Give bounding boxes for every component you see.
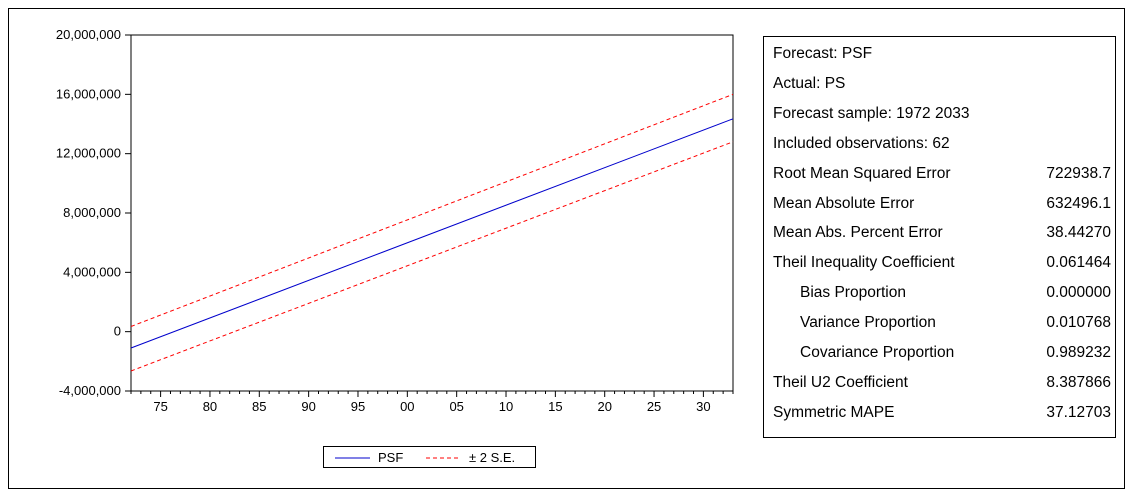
stat-label: Forecast sample: 1972 2033 bbox=[773, 104, 970, 122]
stat-label: Mean Abs. Percent Error bbox=[773, 224, 943, 242]
y-tick-label-4: 4,000,000 bbox=[63, 264, 121, 279]
stat-row: Theil U2 Coefficient 8.387866 bbox=[764, 368, 1117, 398]
y-tick-label-2: 12,000,000 bbox=[56, 146, 121, 161]
forecast-statistics-panel: Forecast: PSF Actual: PS Forecast sample: … bbox=[763, 36, 1116, 438]
stat-value: 0.989232 bbox=[1046, 344, 1111, 361]
stat-row: Forecast sample: 1972 2033 bbox=[764, 99, 1117, 129]
stat-label: Theil Inequality Coefficient bbox=[773, 254, 955, 272]
stat-value: 0.010768 bbox=[1046, 314, 1111, 332]
y-tick-label-3: 8,000,000 bbox=[63, 205, 121, 220]
stat-row: Variance Proportion 0.010768 bbox=[764, 308, 1117, 338]
stat-label: Actual: PS bbox=[773, 74, 846, 92]
series-layer bbox=[130, 93, 734, 372]
x-tick-label-0: 75 bbox=[153, 399, 167, 414]
y-tick-label-5: 0 bbox=[114, 324, 121, 339]
stat-row: Included observations: 62 bbox=[764, 129, 1117, 159]
plot-area bbox=[130, 34, 734, 392]
y-tick-label-6: -4,000,000 bbox=[59, 383, 121, 398]
stat-label: Theil U2 Coefficient bbox=[773, 373, 908, 391]
stat-row: Mean Abs. Percent Error 38.44270 bbox=[764, 218, 1117, 248]
stat-label: Covariance Proportion bbox=[800, 344, 955, 361]
x-tick-label-5: 00 bbox=[400, 399, 414, 414]
x-tick-label-7: 10 bbox=[499, 399, 513, 414]
stat-value: 8.387866 bbox=[1046, 373, 1111, 391]
stat-value: 38.44270 bbox=[1046, 224, 1111, 242]
y-tick-label-1: 16,000,000 bbox=[56, 86, 121, 101]
stat-row: Symmetric MAPE 37.12703 bbox=[764, 398, 1117, 428]
stat-label: Root Mean Squared Error bbox=[773, 164, 951, 182]
stat-value: 37.12703 bbox=[1046, 403, 1111, 421]
legend-label-psf: PSF bbox=[378, 450, 404, 465]
legend-label-se: ± 2 S.E. bbox=[469, 450, 516, 465]
x-tick-label-1: 80 bbox=[203, 399, 217, 414]
x-tick-label-9: 20 bbox=[597, 399, 611, 414]
x-tick-label-8: 15 bbox=[548, 399, 562, 414]
x-tick-label-10: 25 bbox=[647, 399, 661, 414]
stat-label: Variance Proportion bbox=[800, 314, 936, 332]
y-axis: 20,000,000 16,000,000 12,000,000 8,000,000 4… bbox=[56, 27, 131, 398]
x-tick-label-4: 95 bbox=[351, 399, 365, 414]
series-line-1 bbox=[130, 93, 734, 327]
stat-row: Covariance Proportion 0.989232 bbox=[764, 338, 1117, 368]
stat-label: Bias Proportion bbox=[800, 284, 906, 302]
stat-value: 722938.7 bbox=[1046, 164, 1111, 182]
stat-row: Forecast: PSF bbox=[764, 39, 1117, 69]
stat-value: 0.000000 bbox=[1046, 284, 1111, 302]
stat-label: Forecast: PSF bbox=[773, 45, 873, 62]
stat-row: Actual: PS bbox=[764, 69, 1117, 99]
stat-row: Root Mean Squared Error 722938.7 bbox=[764, 159, 1117, 189]
x-tick-label-6: 05 bbox=[449, 399, 463, 414]
chart-legend: PSF ± 2 S.E. bbox=[323, 446, 536, 468]
x-tick-label-11: 30 bbox=[696, 399, 710, 414]
y-tick-label-0: 20,000,000 bbox=[56, 27, 121, 42]
x-axis: 75 80 85 90 95 00 05 10 15 20 25 30 bbox=[130, 391, 734, 414]
stat-value: 0.061464 bbox=[1046, 254, 1111, 272]
x-tick-label-3: 90 bbox=[301, 399, 315, 414]
legend-swatches bbox=[335, 457, 461, 459]
stat-value: 632496.1 bbox=[1046, 194, 1111, 212]
stat-row: Mean Absolute Error 632496.1 bbox=[764, 189, 1117, 219]
stat-label: Mean Absolute Error bbox=[773, 194, 915, 212]
stat-row: Bias Proportion 0.000000 bbox=[764, 278, 1117, 308]
stat-label: Symmetric MAPE bbox=[773, 403, 895, 421]
series-line-2 bbox=[130, 141, 734, 372]
stat-label: Included observations: 62 bbox=[773, 134, 950, 152]
stat-row: Theil Inequality Coefficient 0.061464 bbox=[764, 248, 1117, 278]
x-tick-label-2: 85 bbox=[252, 399, 266, 414]
series-line-0 bbox=[130, 118, 734, 349]
